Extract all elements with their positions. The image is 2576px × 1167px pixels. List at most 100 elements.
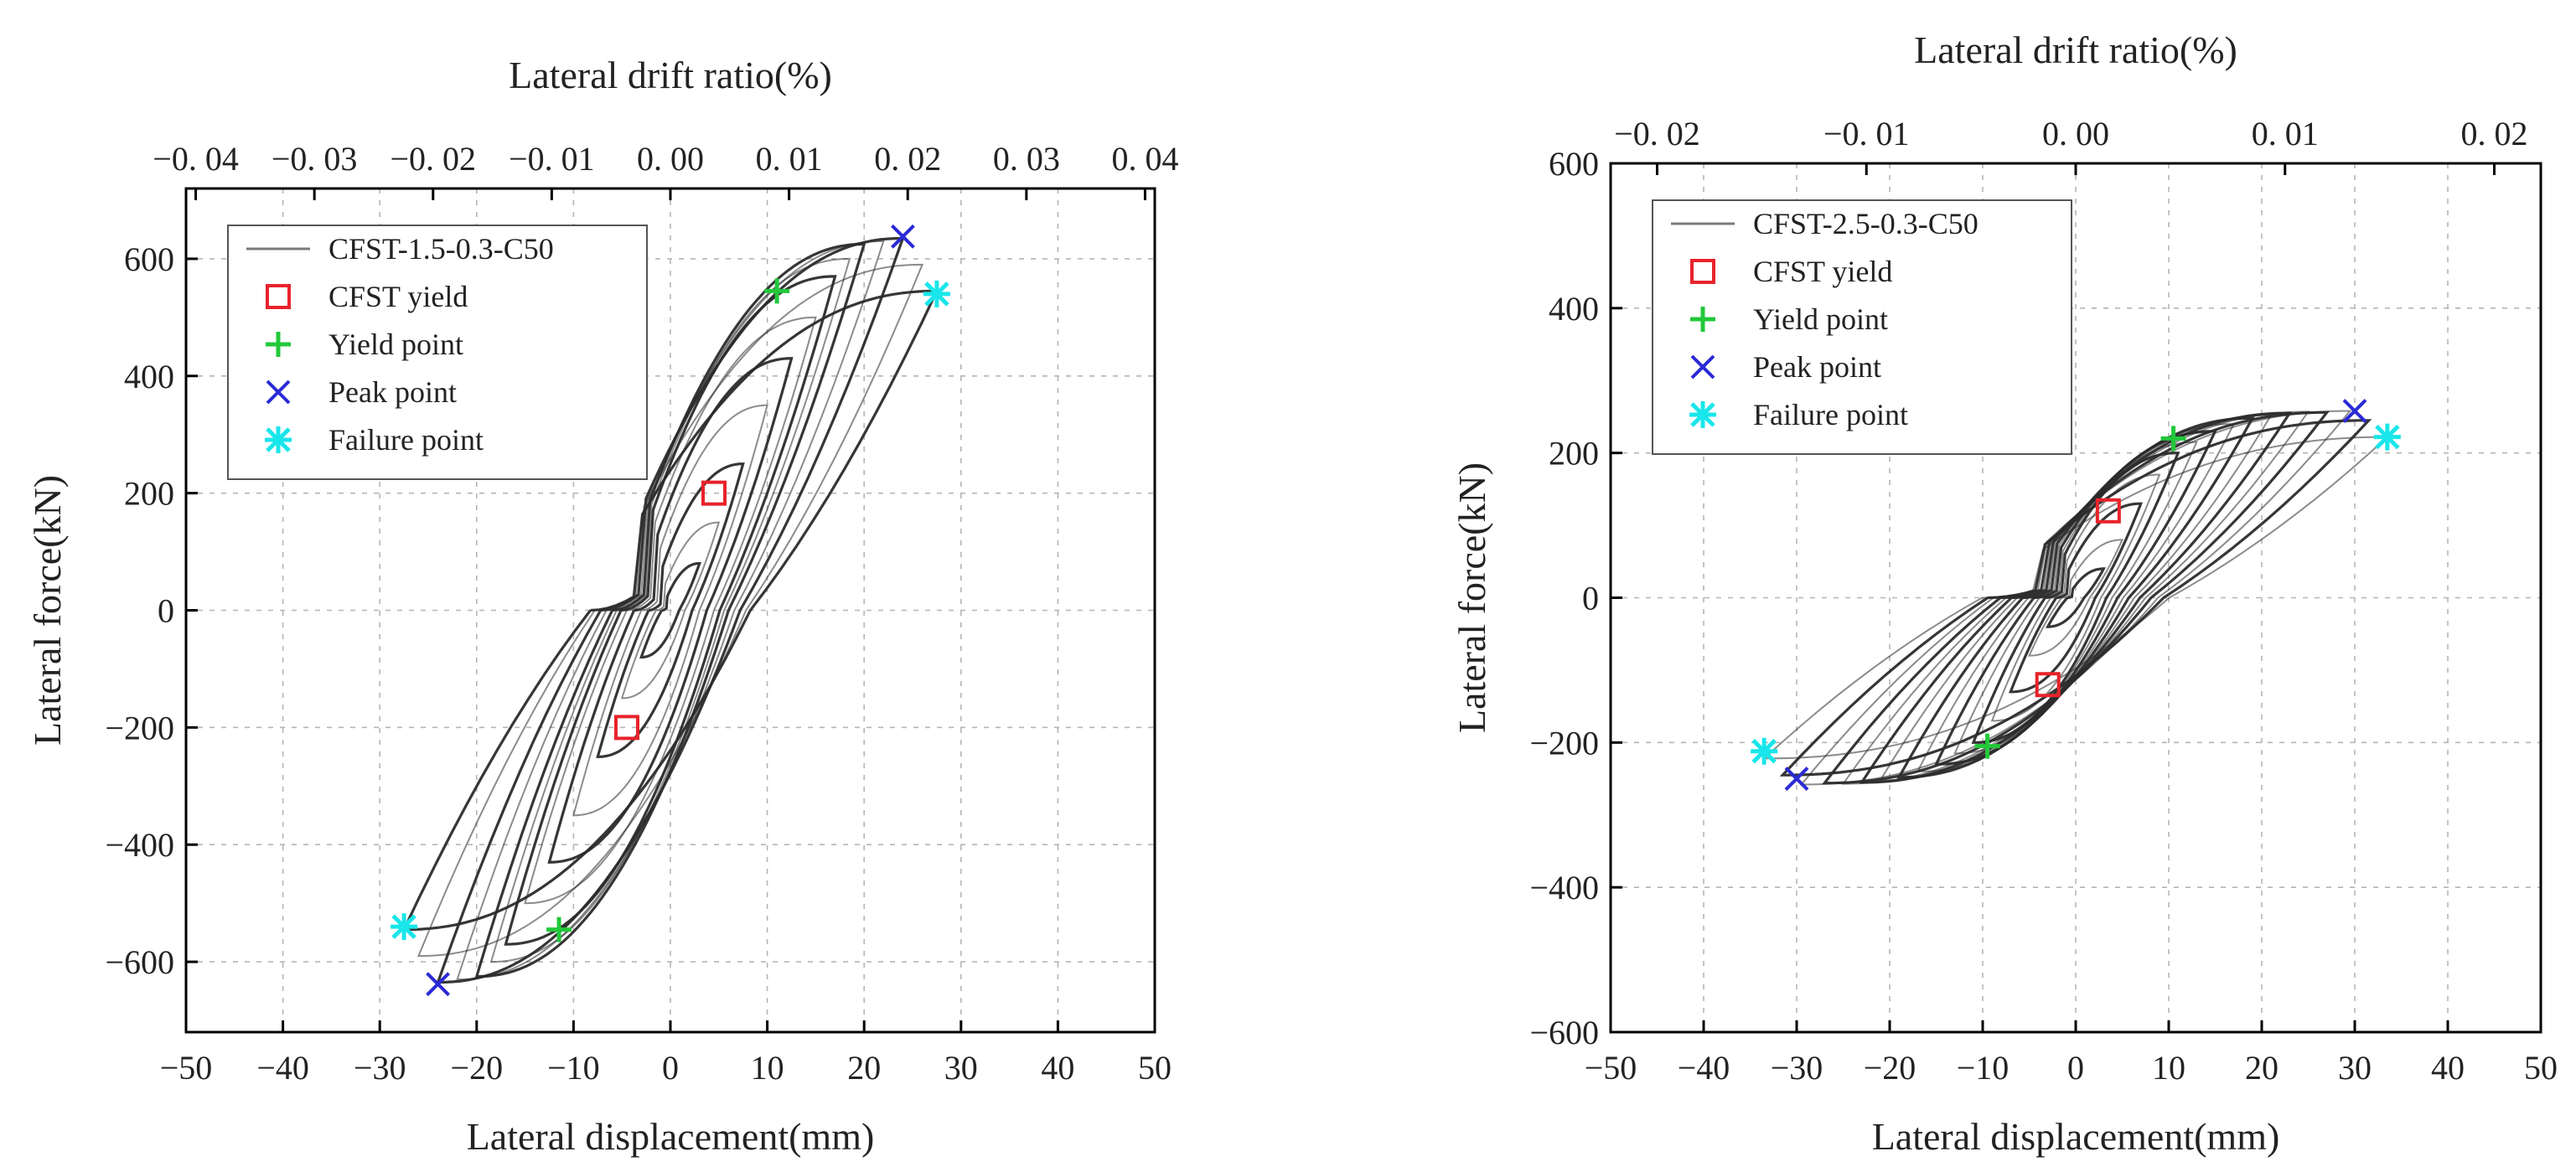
hysteresis-loop bbox=[572, 404, 768, 817]
y-axis-title: Lateral force(kN) bbox=[1451, 462, 1493, 733]
yield-point-marker bbox=[546, 917, 572, 942]
x-tick-label: −30 bbox=[1771, 1049, 1823, 1087]
legend-entry-label: Peak point bbox=[1753, 350, 1881, 384]
data-markers bbox=[1751, 399, 2401, 791]
hysteresis-loop bbox=[547, 357, 794, 864]
x-tick-label: −40 bbox=[1678, 1049, 1730, 1087]
legend-square-swatch bbox=[1690, 259, 1715, 284]
legend-entry-label: CFST yield bbox=[1753, 255, 1892, 288]
hysteresis-loop bbox=[1859, 411, 2293, 784]
x-tick-label: 10 bbox=[2152, 1049, 2185, 1087]
yield-point-marker bbox=[2160, 426, 2186, 452]
legend: CFST-2.5-0.3-C50 CFST yield Yield point Pea… bbox=[1652, 199, 2072, 455]
hysteresis-loop bbox=[456, 240, 885, 981]
x-tick-label: 40 bbox=[2431, 1049, 2465, 1087]
legend-cross-swatch bbox=[1690, 354, 1715, 380]
hysteresis-loop bbox=[2008, 502, 2144, 694]
top-tick-label: 0. 01 bbox=[2252, 115, 2319, 152]
legend-plus-swatch bbox=[266, 332, 291, 357]
y-tick-label: 0 bbox=[158, 592, 174, 630]
top-axis-title: Lateral drift ratio(%) bbox=[1914, 28, 2237, 71]
hysteresis-loop bbox=[620, 521, 721, 700]
yield-point-marker bbox=[764, 278, 790, 304]
y-tick-label: 400 bbox=[1549, 290, 1599, 328]
y-axis-title: Lateral force(kN) bbox=[26, 475, 69, 746]
top-tick-label: −0. 01 bbox=[509, 140, 595, 178]
hysteresis-loop bbox=[1822, 411, 2330, 785]
hysteresis-loop bbox=[2046, 567, 2106, 628]
legend-cross-swatch bbox=[266, 380, 291, 405]
x-tick-label: 10 bbox=[751, 1049, 784, 1087]
x-tick-label: 30 bbox=[2338, 1049, 2372, 1087]
legend-entry-label: Peak point bbox=[328, 375, 457, 409]
hysteresis-loop bbox=[1779, 419, 2372, 777]
top-axis-title: Lateral drift ratio(%) bbox=[509, 54, 832, 96]
legend-entry-label: Yield point bbox=[328, 328, 463, 361]
top-tick-label: −0. 04 bbox=[153, 140, 239, 178]
hysteresis-loop bbox=[1761, 436, 2390, 760]
x-tick-label: 20 bbox=[847, 1049, 881, 1087]
top-tick-label: 0. 04 bbox=[1111, 140, 1178, 178]
y-tick-label: −400 bbox=[1529, 869, 1599, 906]
x-tick-label: −30 bbox=[354, 1049, 406, 1087]
top-tick-label: −0. 03 bbox=[272, 140, 358, 178]
hysteresis-loop bbox=[401, 289, 939, 932]
x-axis-title: Lateral displacement(mm) bbox=[467, 1115, 875, 1158]
x-tick-label: 20 bbox=[2245, 1049, 2279, 1087]
hysteresis-loop bbox=[639, 562, 701, 658]
x-tick-label: 0 bbox=[2067, 1049, 2084, 1087]
grid bbox=[186, 188, 1155, 1032]
hysteresis-curves bbox=[401, 236, 939, 984]
top-tick-label: 0. 03 bbox=[993, 140, 1060, 178]
y-tick-label: 400 bbox=[124, 358, 174, 395]
peak-point-marker bbox=[1784, 767, 1809, 791]
legend-star-swatch bbox=[1689, 401, 1716, 428]
hysteresis-loop bbox=[524, 316, 817, 905]
x-tick-label: −10 bbox=[1957, 1049, 2010, 1087]
hysteresis-loop bbox=[596, 462, 745, 758]
legend-plus-swatch bbox=[1690, 307, 1715, 332]
x-tick-label: −20 bbox=[451, 1049, 504, 1087]
x-tick-label: −40 bbox=[256, 1049, 309, 1087]
y-tick-label: 200 bbox=[124, 475, 174, 513]
hysteresis-loop bbox=[2027, 539, 2124, 657]
cfst-yield-marker bbox=[2035, 672, 2061, 698]
legend-entry-label: Failure point bbox=[1753, 398, 1908, 431]
y-tick-label: 600 bbox=[124, 240, 174, 278]
data-markers bbox=[391, 224, 950, 997]
top-tick-label: 0. 02 bbox=[874, 140, 941, 178]
hysteresis-loop bbox=[436, 236, 905, 984]
yield-point-marker bbox=[1974, 733, 2000, 759]
cfst-yield-marker bbox=[613, 715, 639, 741]
legend-star-swatch bbox=[265, 426, 292, 453]
x-tick-label: 40 bbox=[1041, 1049, 1074, 1087]
y-tick-label: −200 bbox=[105, 709, 174, 746]
failure-point-marker bbox=[1751, 737, 1778, 765]
top-tick-label: −0. 01 bbox=[1823, 115, 1910, 152]
peak-point-marker bbox=[2342, 399, 2367, 423]
hysteresis-loop bbox=[474, 242, 866, 979]
peak-point-marker bbox=[891, 224, 915, 249]
hysteresis-loop bbox=[416, 263, 924, 958]
failure-point-marker bbox=[923, 280, 950, 307]
x-axis-title: Lateral displacement(mm) bbox=[1872, 1115, 2280, 1158]
legend-entry-label: CFST-2.5-0.3-C50 bbox=[1753, 207, 1979, 240]
legend-box bbox=[227, 225, 648, 480]
failure-point-marker bbox=[2373, 423, 2401, 451]
legend-entry-label: CFST-1.5-0.3-C50 bbox=[328, 232, 554, 266]
failure-point-marker bbox=[391, 913, 418, 941]
x-tick-label: −10 bbox=[547, 1049, 600, 1087]
cfst-yield-marker bbox=[701, 480, 727, 506]
y-tick-label: −400 bbox=[105, 826, 174, 864]
hysteresis-loop bbox=[1799, 410, 2352, 786]
y-tick-label: 600 bbox=[1549, 145, 1599, 183]
top-tick-label: 0. 01 bbox=[756, 140, 823, 178]
top-tick-label: −0. 02 bbox=[1614, 115, 1700, 152]
legend: CFST-1.5-0.3-C50 CFST yield Yield point Pea… bbox=[227, 225, 648, 480]
legend-entry-label: Yield point bbox=[1753, 302, 1888, 336]
chart-right: −50 −40 −30 −20 −10 0 10 20 30 40 50 −600 −400 −200 0 2… bbox=[1451, 28, 2558, 1158]
hysteresis-loop bbox=[1841, 411, 2310, 785]
x-tick-label: −20 bbox=[1864, 1049, 1916, 1087]
peak-point-marker bbox=[426, 972, 450, 997]
